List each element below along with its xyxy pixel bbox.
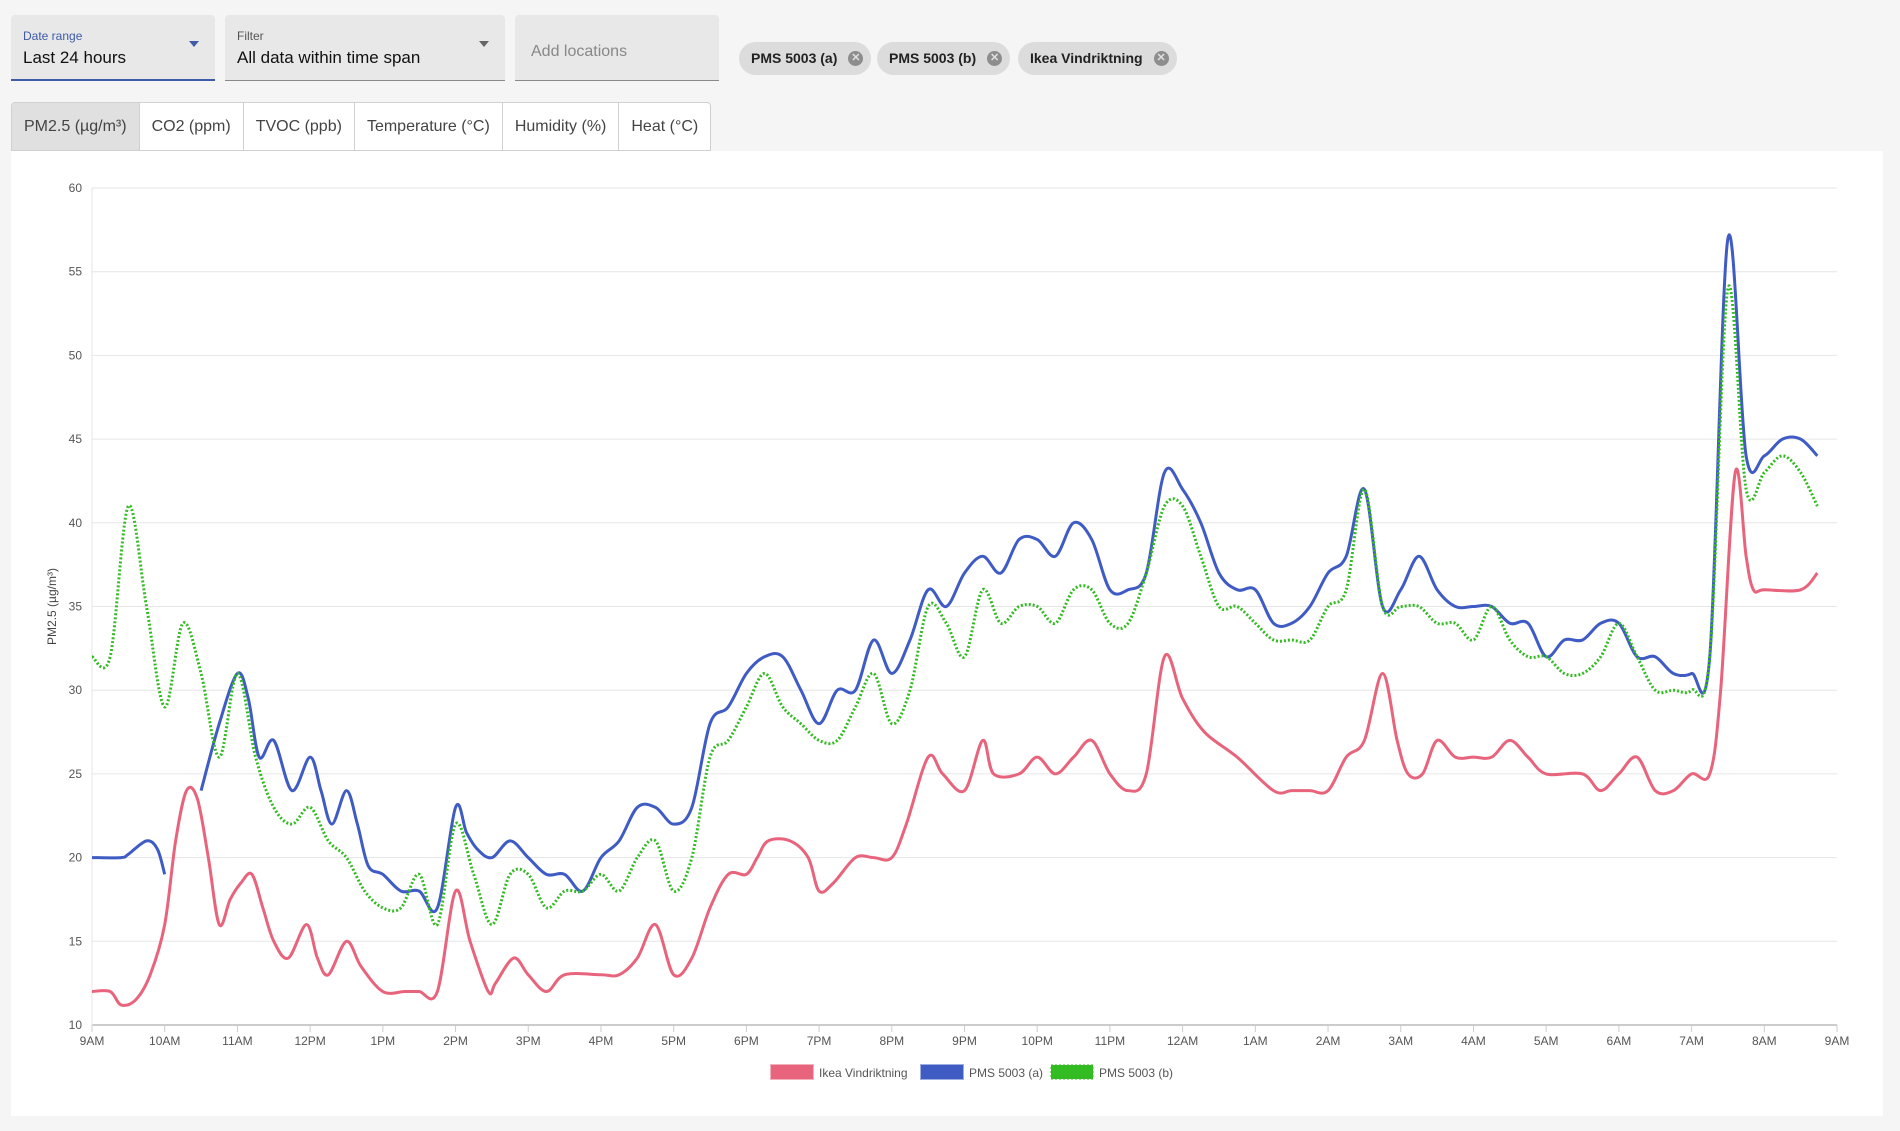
y-tick-label: 60 [69,181,83,195]
chip-label: PMS 5003 (a) [751,50,838,66]
filter-value: All data within time span [237,48,421,67]
x-tick-label: 12PM [294,1034,325,1048]
y-tick-label: 20 [69,851,83,865]
tab-tvoc[interactable]: TVOC (ppb) [244,103,355,150]
x-tick-label: 12AM [1167,1034,1198,1048]
x-tick-label: 7AM [1679,1034,1704,1048]
x-tick-label: 6PM [734,1034,759,1048]
series-line-pms-5003-b [91,284,1819,927]
y-tick-label: 10 [69,1018,83,1032]
date-range-value: Last 24 hours [23,48,127,67]
y-tick-label: 40 [69,516,83,530]
legend-swatch [770,1064,814,1080]
x-tick-label: 1AM [1243,1034,1268,1048]
y-tick-label: 45 [69,432,83,446]
x-tick-label: 11AM [222,1034,252,1048]
dropdown-arrow-icon [479,41,489,47]
remove-chip-icon[interactable]: ✕ [848,51,864,66]
x-tick-label: 10PM [1022,1034,1053,1048]
y-tick-label: 50 [69,348,83,362]
tab-co2[interactable]: CO2 (ppm) [140,103,244,150]
remove-chip-icon[interactable]: ✕ [1153,51,1169,66]
location-chip: Ikea Vindriktning ✕ [1018,42,1177,75]
series-line-pms-5003-a [199,233,1819,913]
filter-select[interactable]: Filter All data within time span [225,15,505,81]
tab-heat[interactable]: Heat (°C) [631,118,699,135]
x-tick-label: 9AM [80,1034,105,1048]
y-tick-label: 30 [69,683,83,697]
legend-swatch [1050,1064,1094,1080]
metric-tabs: PM2.5 (µg/m³) CO2 (ppm) TVOC (ppb) Tempe… [11,102,712,151]
x-tick-label: 8AM [1752,1034,1777,1048]
y-axis-title: PM2.5 (µg/m³) [45,568,59,645]
x-tick-label: 4PM [589,1034,614,1048]
x-tick-label: 5AM [1534,1034,1559,1048]
x-tick-label: 2AM [1316,1034,1341,1048]
location-chip: PMS 5003 (b) ✕ [877,42,1011,75]
y-tick-label: 25 [69,767,83,781]
y-tick-label: 55 [69,265,83,279]
x-tick-label: 3PM [516,1034,541,1048]
series-line-pms-5003-a [91,839,167,875]
x-tick-label: 5PM [661,1034,686,1048]
tab-temperature[interactable]: Temperature (°C) [355,103,503,150]
date-range-select[interactable]: Date range Last 24 hours [11,15,215,81]
chip-label: PMS 5003 (b) [889,50,977,66]
x-tick-label: 3AM [1388,1034,1413,1048]
tab-pm25[interactable]: PM2.5 (µg/m³) [12,103,140,150]
add-locations-placeholder: Add locations [531,43,628,60]
add-locations-input[interactable]: Add locations [515,15,719,81]
date-range-label: Date range [23,29,83,43]
remove-chip-icon[interactable]: ✕ [987,51,1003,66]
x-tick-label: 6AM [1607,1034,1632,1048]
x-tick-label: 9AM [1825,1034,1850,1048]
x-tick-label: 11PM [1095,1034,1125,1048]
x-tick-label: 7PM [807,1034,832,1048]
tab-humidity[interactable]: Humidity (%) [503,103,620,150]
x-tick-label: 2PM [443,1034,468,1048]
dropdown-arrow-icon [189,41,199,47]
y-tick-label: 15 [69,934,83,948]
chart-card: 10 15 20 25 30 35 40 45 50 55 60 9AM 10AM 11AM 12PM 1PM… [11,151,1883,1116]
x-tick-label: 8PM [879,1034,904,1048]
pm25-line-chart: 10 15 20 25 30 35 40 45 50 55 60 9AM 10AM 11AM 12PM 1PM… [45,181,1850,1080]
legend-label: PMS 5003 (b) [1099,1066,1173,1080]
x-tick-label: 4AM [1461,1034,1486,1048]
x-tick-label: 9PM [952,1034,977,1048]
y-tick-label: 35 [69,600,83,614]
x-tick-label: 10AM [149,1034,180,1048]
filter-label: Filter [237,29,264,43]
location-chip: PMS 5003 (a) ✕ [739,42,872,75]
legend-label: Ikea Vindriktning [819,1066,908,1080]
legend-label: PMS 5003 (a) [969,1066,1043,1080]
x-tick-label: 1PM [370,1034,395,1048]
series-line-ikea-vindriktning [91,467,1819,1007]
chip-label: Ikea Vindriktning [1030,50,1143,66]
legend-swatch [920,1064,964,1080]
